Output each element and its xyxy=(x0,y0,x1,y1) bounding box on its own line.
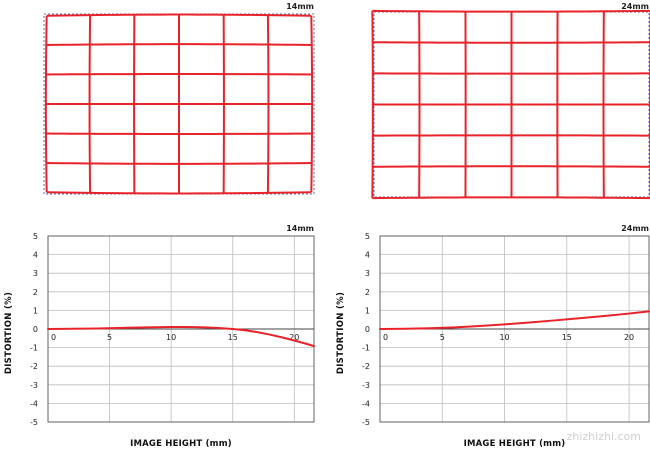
x-axis-label: IMAGE HEIGHT (mm) xyxy=(464,439,566,449)
y-tick-label: -4 xyxy=(30,399,38,408)
distortion-grid-14mm: 14mm xyxy=(44,2,314,194)
x-tick-label: 10 xyxy=(499,333,509,342)
y-tick-label: -3 xyxy=(30,381,38,390)
grid-horizontal-line xyxy=(373,166,650,167)
y-tick-label: 2 xyxy=(365,288,370,297)
y-axis-label: DISTORTION (%) xyxy=(4,292,14,374)
grid-title: 24mm xyxy=(621,2,649,11)
y-tick-label: -3 xyxy=(362,381,370,390)
y-tick-label: -1 xyxy=(362,344,370,353)
y-tick-label: 4 xyxy=(33,251,38,260)
watermark-text: zhizhizhi.com xyxy=(567,430,641,443)
x-tick-label: 0 xyxy=(51,333,56,342)
x-tick-label: 15 xyxy=(562,333,572,342)
x-tick-label: 20 xyxy=(624,333,634,342)
y-tick-label: 4 xyxy=(365,251,370,260)
x-tick-label: 15 xyxy=(228,333,238,342)
x-tick-label: 5 xyxy=(107,333,112,342)
y-tick-label: 0 xyxy=(33,325,38,334)
y-tick-label: 3 xyxy=(365,269,370,278)
y-tick-label: -2 xyxy=(362,362,370,371)
grid-horizontal-line xyxy=(372,197,650,198)
distortion-series-line xyxy=(380,311,649,329)
y-tick-label: 1 xyxy=(33,306,38,315)
y-tick-label: -5 xyxy=(30,418,38,427)
y-tick-label: 2 xyxy=(33,288,38,297)
y-tick-label: -2 xyxy=(30,362,38,371)
y-tick-label: 3 xyxy=(33,269,38,278)
y-tick-label: 0 xyxy=(365,325,370,334)
x-tick-label: 0 xyxy=(383,333,388,342)
grid-horizontal-line xyxy=(373,42,650,43)
y-axis-label: DISTORTION (%) xyxy=(336,292,346,374)
y-tick-label: -5 xyxy=(362,418,370,427)
x-tick-label: 5 xyxy=(440,333,445,342)
grid-horizontal-line xyxy=(46,44,312,45)
y-tick-label: -4 xyxy=(362,399,370,408)
grid-vertical-line xyxy=(372,11,373,198)
grid-horizontal-line xyxy=(46,163,312,164)
distortion-series-line xyxy=(48,327,314,346)
y-tick-label: -1 xyxy=(30,344,38,353)
chart-title: 14mm xyxy=(286,224,314,233)
chart-title: 24mm xyxy=(621,224,649,233)
y-tick-label: 1 xyxy=(365,306,370,315)
y-tick-label: 5 xyxy=(365,232,370,241)
x-tick-label: 10 xyxy=(166,333,176,342)
y-tick-label: 5 xyxy=(33,232,38,241)
grid-title: 14mm xyxy=(286,2,314,11)
distortion-grid-24mm: 24mm xyxy=(372,2,650,198)
x-axis-label: IMAGE HEIGHT (mm) xyxy=(130,439,232,449)
grid-horizontal-line xyxy=(372,11,650,12)
